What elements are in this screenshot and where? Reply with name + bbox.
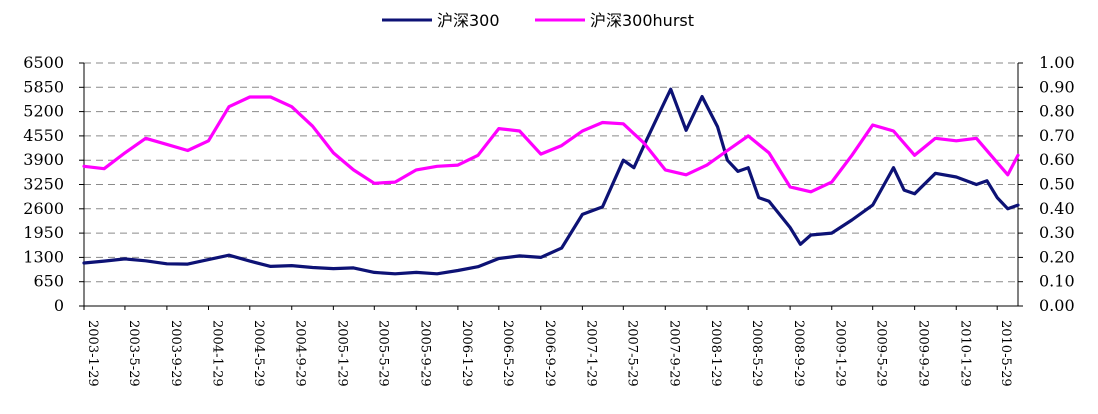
x-tick-label: 2003-5-29 <box>126 320 141 387</box>
x-tick-label: 2004-5-29 <box>251 320 266 387</box>
x-tick-label: 2004-9-29 <box>293 320 308 387</box>
y-left-tick-label: 0 <box>54 296 64 315</box>
y-right-tick-label: 0.80 <box>1039 102 1075 121</box>
y-left-tick-label: 3900 <box>23 150 64 169</box>
x-tick-label: 2003-9-29 <box>168 320 183 387</box>
series-line-0 <box>82 87 1020 276</box>
y-left-tick-label: 1950 <box>23 223 64 242</box>
y-right-tick-label: 0.70 <box>1039 126 1075 145</box>
x-tick-label: 2007-1-29 <box>583 320 598 387</box>
x-tick-label: 2006-5-29 <box>500 320 515 387</box>
x-tick-label: 2007-5-29 <box>624 320 639 387</box>
x-tick-label: 2008-9-29 <box>791 320 806 387</box>
y-left-tick-label: 2600 <box>23 199 64 218</box>
x-tick-label: 2005-1-29 <box>334 320 349 387</box>
x-tick-labels: 2003-1-29 2003-5-29 2003-9-29 2004-1-29 2004… <box>85 320 1013 387</box>
x-tick-label: 2004-1-29 <box>210 320 225 387</box>
gridlines <box>84 62 1018 283</box>
series-lines <box>82 87 1020 276</box>
x-tick-label: 2009-5-29 <box>874 320 889 387</box>
x-tick-label: 2005-9-29 <box>417 320 432 387</box>
y-left-tick-label: 6500 <box>23 53 64 72</box>
y-right-tick-label: 0.10 <box>1039 272 1075 291</box>
x-tick-label: 2009-9-29 <box>916 320 931 387</box>
x-tick-label: 2008-1-29 <box>708 320 723 387</box>
x-tick-label: 2006-1-29 <box>459 320 474 387</box>
x-tick-label: 2007-9-29 <box>666 320 681 387</box>
y-left-tick-label: 5200 <box>23 102 64 121</box>
y-right-tick-labels: 0.00 0.10 0.20 0.30 0.40 0.50 0.60 0.70 0.80 0.90… <box>1039 53 1075 315</box>
x-tick-label: 2008-5-29 <box>749 320 764 387</box>
y-right-tick-label: 0.60 <box>1039 150 1075 169</box>
legend-label-series-1: 沪深300hurst <box>590 11 694 30</box>
y-right-tick-label: 0.90 <box>1039 77 1075 96</box>
x-tick-label: 2003-1-29 <box>85 320 100 387</box>
x-tick-label: 2010-5-29 <box>998 320 1013 387</box>
y-left-tick-label: 1300 <box>23 247 64 266</box>
y-right-tick-label: 1.00 <box>1039 53 1075 72</box>
y-left-tick-label: 4550 <box>23 126 64 145</box>
x-tick-label: 2005-5-29 <box>375 320 390 387</box>
y-right-tick-label: 0.00 <box>1039 296 1075 315</box>
y-right-tick-label: 0.50 <box>1039 175 1075 194</box>
y-right-tick-label: 0.20 <box>1039 247 1075 266</box>
axes <box>79 62 1023 310</box>
legend: 沪深300 沪深300hurst <box>382 11 694 30</box>
x-tick-label: 2006-9-29 <box>542 320 557 387</box>
legend-label-series-0: 沪深300 <box>437 11 500 30</box>
y-left-tick-labels: 0 650 1300 1950 2600 3250 3900 4550 5200 5850 6500 <box>23 53 64 315</box>
y-left-tick-label: 650 <box>33 272 64 291</box>
series-line-1 <box>82 95 1020 194</box>
y-right-tick-label: 0.40 <box>1039 199 1075 218</box>
y-left-tick-label: 3250 <box>23 175 64 194</box>
x-tick-label: 2009-1-29 <box>833 320 848 387</box>
y-right-tick-label: 0.30 <box>1039 223 1075 242</box>
x-tick-label: 2010-1-29 <box>957 320 972 387</box>
y-left-tick-label: 5850 <box>23 77 64 96</box>
